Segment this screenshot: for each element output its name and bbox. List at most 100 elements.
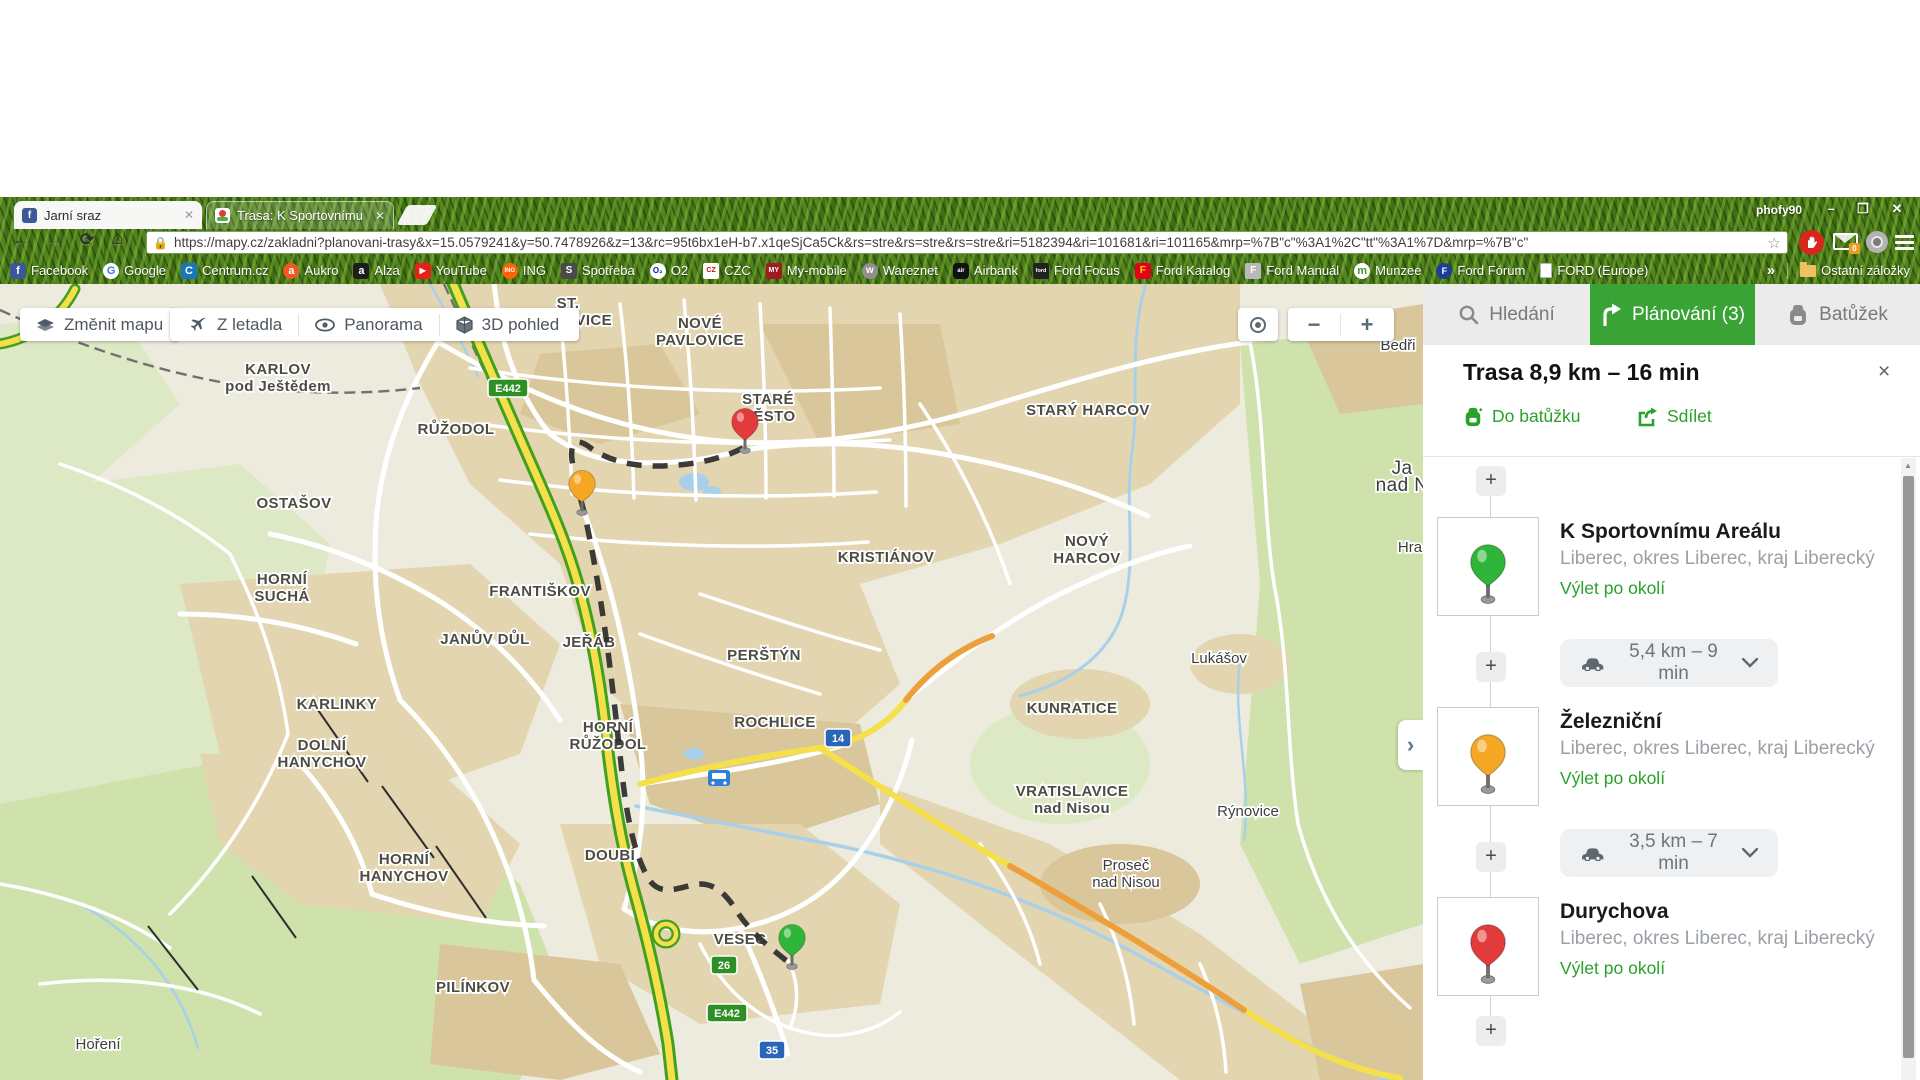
pin-green-icon: [1470, 543, 1506, 604]
zoom-out-button[interactable]: −: [1307, 311, 1321, 337]
address-bar[interactable]: 🔒 https://mapy.cz/zakladni?planovani-tra…: [146, 231, 1788, 254]
car-icon: [1582, 658, 1604, 671]
map-label: Lukášov: [1191, 650, 1247, 667]
sidebar-collapse-chevron[interactable]: ›: [1398, 720, 1423, 770]
bookmark-youtube[interactable]: ▶ YouTube: [414, 262, 487, 279]
bookmark-star-icon[interactable]: ☆: [1767, 234, 1781, 252]
toolbar-divider: [438, 313, 440, 336]
tab-jarni-sraz[interactable]: f Jarní sraz ✕: [14, 201, 202, 229]
share-link[interactable]: Sdílet: [1638, 406, 1712, 427]
locate-me-button[interactable]: [1238, 308, 1278, 341]
bookmark-wareznet[interactable]: w Wareznet: [861, 262, 938, 279]
waypoint-card[interactable]: [1437, 707, 1539, 806]
view-3d-label: 3D pohled: [481, 314, 560, 334]
bookmark-centrum-cz[interactable]: C Centrum.cz: [181, 262, 268, 279]
bookmark-ford-f-rum[interactable]: F Ford Fórum: [1436, 262, 1525, 279]
connector-line: [1490, 872, 1491, 897]
adblock-extension-icon[interactable]: [1799, 230, 1824, 255]
add-waypoint-button[interactable]: +: [1476, 652, 1506, 682]
bookmark-czc[interactable]: CZ CZC: [703, 262, 751, 279]
tab-batuzek[interactable]: Batůžek: [1755, 284, 1920, 345]
screenshot-extension-icon[interactable]: [1866, 231, 1888, 253]
bookmark-facebook[interactable]: f Facebook: [10, 262, 88, 279]
add-waypoint-button[interactable]: +: [1476, 1016, 1506, 1046]
reload-icon[interactable]: ⟳: [80, 230, 95, 249]
tab-close-icon[interactable]: ✕: [183, 208, 194, 222]
svg-text:E442: E442: [714, 1008, 740, 1020]
transit-icon[interactable]: [708, 770, 730, 786]
new-tab-button[interactable]: [396, 205, 438, 225]
tab-trasa-active[interactable]: Trasa: K Sportovnímu ✕: [206, 201, 394, 229]
to-backpack-link[interactable]: Do batůžku: [1463, 406, 1581, 427]
waypoint-card[interactable]: [1437, 517, 1539, 616]
trip-around-link[interactable]: Výlet po okolí: [1560, 768, 1666, 788]
bookmark-airbank[interactable]: air Airbank: [952, 262, 1018, 279]
favicon: S: [560, 262, 577, 279]
bookmark-aukro[interactable]: a Aukro: [283, 262, 338, 279]
trip-around-link[interactable]: Výlet po okolí: [1560, 958, 1666, 978]
mail-extension-icon[interactable]: 0: [1833, 233, 1860, 254]
https-lock-icon: 🔒: [153, 235, 168, 250]
route-segment[interactable]: 5,4 km – 9 min: [1560, 639, 1778, 687]
waypoint-name: K Sportovnímu Areálu: [1560, 520, 1781, 543]
scroll-up-arrow[interactable]: ▲: [1904, 461, 1912, 470]
map-canvas[interactable]: E442 14 26 E442 35 ST.PAVLOVICENOVÉPAVLOVICE…: [0, 284, 1423, 1080]
window-maximize-button[interactable]: ❐: [1857, 201, 1869, 216]
bookmark-o2[interactable]: O₂ O2: [649, 262, 688, 279]
bookmark-my-mobile[interactable]: MY My-mobile: [765, 262, 847, 279]
bookmark-spot-eba[interactable]: S Spotřeba: [560, 262, 635, 279]
browser-menu-icon[interactable]: [1895, 235, 1914, 253]
window-close-button[interactable]: ✕: [1891, 201, 1903, 216]
window-minimize-button[interactable]: –: [1827, 201, 1835, 216]
tab-close-icon[interactable]: ✕: [374, 208, 385, 223]
bookmark-ing[interactable]: ING ING: [501, 262, 546, 279]
change-map-button[interactable]: Změnit mapu: [20, 308, 180, 341]
aerial-view-button[interactable]: Z letadla: [174, 308, 298, 341]
bookmark-label: Ostatní záložky: [1821, 263, 1910, 278]
scrollbar-thumb[interactable]: [1903, 476, 1914, 1058]
trip-around-link[interactable]: Výlet po okolí: [1560, 578, 1666, 598]
profile-name[interactable]: phofy90: [1756, 203, 1803, 217]
back-icon[interactable]: ←: [12, 230, 29, 249]
route-dashed-line[interactable]: [568, 439, 790, 965]
home-icon[interactable]: ⌂: [112, 228, 124, 249]
route-segment[interactable]: 3,5 km – 7 min: [1560, 829, 1778, 877]
tab-hledani[interactable]: Hledání: [1423, 284, 1590, 345]
tab-planovani[interactable]: Plánování (3): [1590, 284, 1755, 345]
favicon: F: [1436, 262, 1453, 279]
bookmark-ford-focus[interactable]: ford Ford Focus: [1033, 262, 1120, 279]
close-route-icon[interactable]: ×: [1878, 360, 1891, 383]
road-shield: E442: [706, 1003, 748, 1023]
road-shield: E442: [487, 378, 529, 398]
view-3d-button[interactable]: 3D pohled: [440, 308, 576, 341]
bookmark-ford-manu-l[interactable]: F Ford Manuál: [1245, 262, 1339, 279]
forward-icon[interactable]: →: [46, 230, 63, 249]
sidebar-scrollbar[interactable]: ▲: [1901, 458, 1916, 1080]
add-waypoint-button[interactable]: +: [1476, 842, 1506, 872]
url-text[interactable]: https://mapy.cz/zakladni?planovani-trasy…: [173, 235, 1529, 250]
bookmark-google[interactable]: G Google: [103, 262, 166, 279]
favicon: a: [283, 262, 300, 279]
facebook-favicon: f: [22, 207, 37, 223]
add-waypoint-button[interactable]: +: [1476, 466, 1506, 496]
favicon: m: [1354, 262, 1371, 279]
bookmark-munzee[interactable]: m Munzee: [1354, 262, 1421, 279]
map-label: NOVÉ PAVLOVICE: [656, 315, 744, 349]
eye-icon: [315, 318, 336, 331]
panorama-button[interactable]: Panorama: [299, 308, 438, 341]
bookmark-other-bookmarks[interactable]: Ostatní záložky: [1800, 261, 1910, 278]
bookmark-ford-europe-[interactable]: FORD (Europe): [1540, 263, 1648, 279]
route-waypoint-list: + K Sportovnímu Areálu Liberec, okres Li…: [1423, 456, 1920, 1080]
folder-icon: [1800, 261, 1817, 277]
map-svg[interactable]: E442 14 26 E442 35 ST.PAVLOVICENOVÉPAVLOVICE…: [0, 284, 1423, 1080]
map-label: RŮŽODOL: [418, 419, 495, 438]
waypoint-card[interactable]: [1437, 897, 1539, 996]
bookmark-ford-katalog[interactable]: F Ford Katalog: [1134, 262, 1230, 279]
bookmark-label: Spotřeba: [581, 263, 635, 278]
bookmarks-overflow-chevron[interactable]: »: [1766, 262, 1776, 279]
tab-label: Hledání: [1489, 303, 1555, 325]
map-label: DOLNÍ HANYCHOV: [277, 737, 366, 771]
bookmark-alza[interactable]: a Alza: [353, 262, 400, 279]
zoom-in-button[interactable]: +: [1360, 311, 1374, 337]
favicon: G: [103, 262, 120, 279]
